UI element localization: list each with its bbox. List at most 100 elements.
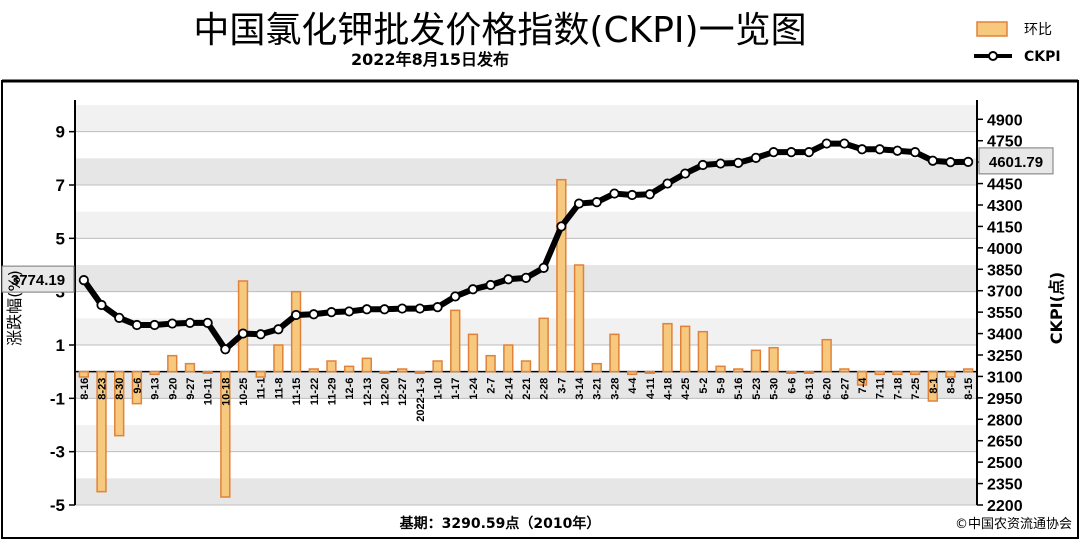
right-tick-label: 4750 [987, 134, 1023, 151]
x-tick-label: 1-24 [468, 377, 480, 400]
bar-4-18 [662, 322, 673, 373]
x-tick-label: 3-28 [609, 378, 621, 400]
x-tick-label: 8-15 [963, 378, 975, 400]
ckpi-point-2-7 [485, 279, 496, 291]
ckpi-point-5-2 [697, 159, 708, 171]
x-tick-label: 6-27 [839, 378, 851, 400]
x-tick-label: 6-13 [804, 378, 816, 400]
left-tick-label: 5 [56, 229, 65, 248]
bar-8-16 [78, 370, 90, 378]
ckpi-point-3-21 [591, 197, 602, 208]
ckpi-point-6-6 [786, 147, 797, 158]
x-tick-label: 1-10 [433, 378, 445, 400]
ckpi-point-12-13 [361, 304, 372, 315]
chart-subtitle: 2022年8月15日发布 [351, 50, 509, 69]
x-tick-label: 3-21 [592, 378, 604, 400]
x-tick-label: 9-6 [132, 378, 144, 394]
ckpi-point-4-25 [680, 168, 691, 179]
right-tick-label: 2800 [987, 412, 1023, 429]
ckpi-point-4-4 [627, 189, 638, 201]
bar-11-1 [255, 370, 266, 378]
ckpi-point-8-16 [78, 275, 89, 286]
last-value-box [978, 147, 1054, 175]
right-tick-label: 4150 [987, 219, 1023, 236]
x-tick-label: 4-25 [680, 378, 692, 400]
x-tick-label: 9-13 [150, 378, 162, 400]
x-tick-label: 8-8 [945, 378, 957, 394]
left-tick-label: 7 [56, 176, 65, 195]
ckpi-point-3-14 [573, 198, 585, 209]
x-tick-label: 11-29 [326, 378, 338, 406]
right-tick-label: 2500 [987, 455, 1023, 472]
bar-6-6 [786, 370, 797, 374]
bar-7-4 [856, 370, 868, 386]
right-tick-label: 3400 [987, 327, 1023, 344]
ckpi-point-8-30 [114, 312, 125, 323]
bar-8-15 [962, 368, 974, 373]
x-tick-label: 11-15 [291, 378, 303, 406]
grid-band [75, 211, 977, 239]
x-tick-label: 2-14 [503, 377, 515, 400]
grid-band [75, 158, 977, 185]
x-tick-label: 8-16 [79, 378, 91, 400]
x-tick-label: 6-20 [822, 378, 834, 400]
right-tick-label: 3250 [987, 348, 1023, 365]
x-tick-label: 3-7 [556, 378, 568, 394]
x-tick-label: 10-25 [238, 378, 250, 406]
bar-10-25 [237, 280, 249, 373]
right-tick-label: 2200 [987, 498, 1023, 515]
ckpi-point-8-15 [963, 156, 974, 167]
x-tick-label: 11-8 [273, 378, 285, 399]
ckpi-point-3-7 [556, 221, 567, 232]
right-axis-label: CKPI(点) [1047, 272, 1066, 344]
x-tick-label: 3-14 [574, 377, 586, 400]
ckpi-point-7-11 [874, 144, 885, 155]
x-tick-label: 6-6 [786, 378, 798, 394]
right-tick-label: 2650 [987, 434, 1023, 451]
bar-5-2 [697, 330, 709, 373]
x-tick-label: 4-11 [645, 378, 657, 399]
ckpi-point-6-27 [839, 138, 850, 149]
ckpi-point-3-28 [609, 188, 620, 199]
bar-5-30 [768, 346, 779, 373]
bar-7-18 [892, 370, 903, 376]
x-tick-label: 5-30 [769, 378, 781, 400]
ckpi-point-9-6 [131, 319, 143, 331]
x-tick-label: 12-13 [362, 378, 374, 406]
legend-line-label: CKPI [1024, 49, 1061, 65]
grid-band [75, 105, 977, 132]
ckpi-point-6-13 [803, 147, 815, 158]
bar-5-9 [715, 365, 726, 373]
x-tick-label: 2-28 [539, 378, 551, 400]
bar-5-16 [733, 368, 744, 373]
bar-9-27 [184, 362, 196, 373]
bar-1-10 [432, 360, 443, 373]
x-tick-label: 5-16 [733, 378, 745, 400]
bar-12-6 [343, 365, 355, 373]
bar-2-28 [538, 317, 549, 373]
ckpi-point-5-16 [733, 157, 744, 168]
bar-8-23 [96, 370, 107, 493]
right-tick-label: 3550 [987, 305, 1023, 322]
x-tick-label: 12-6 [344, 378, 356, 400]
bar-10-11 [202, 370, 213, 374]
ckpi-point-7-18 [892, 145, 903, 156]
right-tick-label: 4900 [987, 112, 1023, 129]
bar-3-21 [591, 362, 602, 373]
right-tick-label: 2350 [987, 477, 1023, 494]
x-tick-label: 7-25 [910, 378, 922, 400]
bar-11-15 [290, 290, 302, 373]
x-tick-label: 2-21 [521, 378, 533, 400]
x-tick-label: 12-20 [380, 378, 392, 406]
bar-2-7 [485, 354, 496, 373]
bar-12-27 [397, 368, 408, 373]
bar-2-21 [520, 360, 532, 373]
ckpi-point-12-27 [397, 303, 408, 314]
right-tick-label: 3850 [987, 262, 1023, 279]
chart-title: 中国氯化钾批发价格指数(CKPI)一览图 [193, 10, 806, 51]
x-tick-label: 7-11 [875, 378, 887, 399]
x-tick-label: 11-1 [256, 378, 268, 399]
bar-12-20 [379, 370, 390, 374]
x-tick-label: 7-18 [892, 378, 904, 400]
